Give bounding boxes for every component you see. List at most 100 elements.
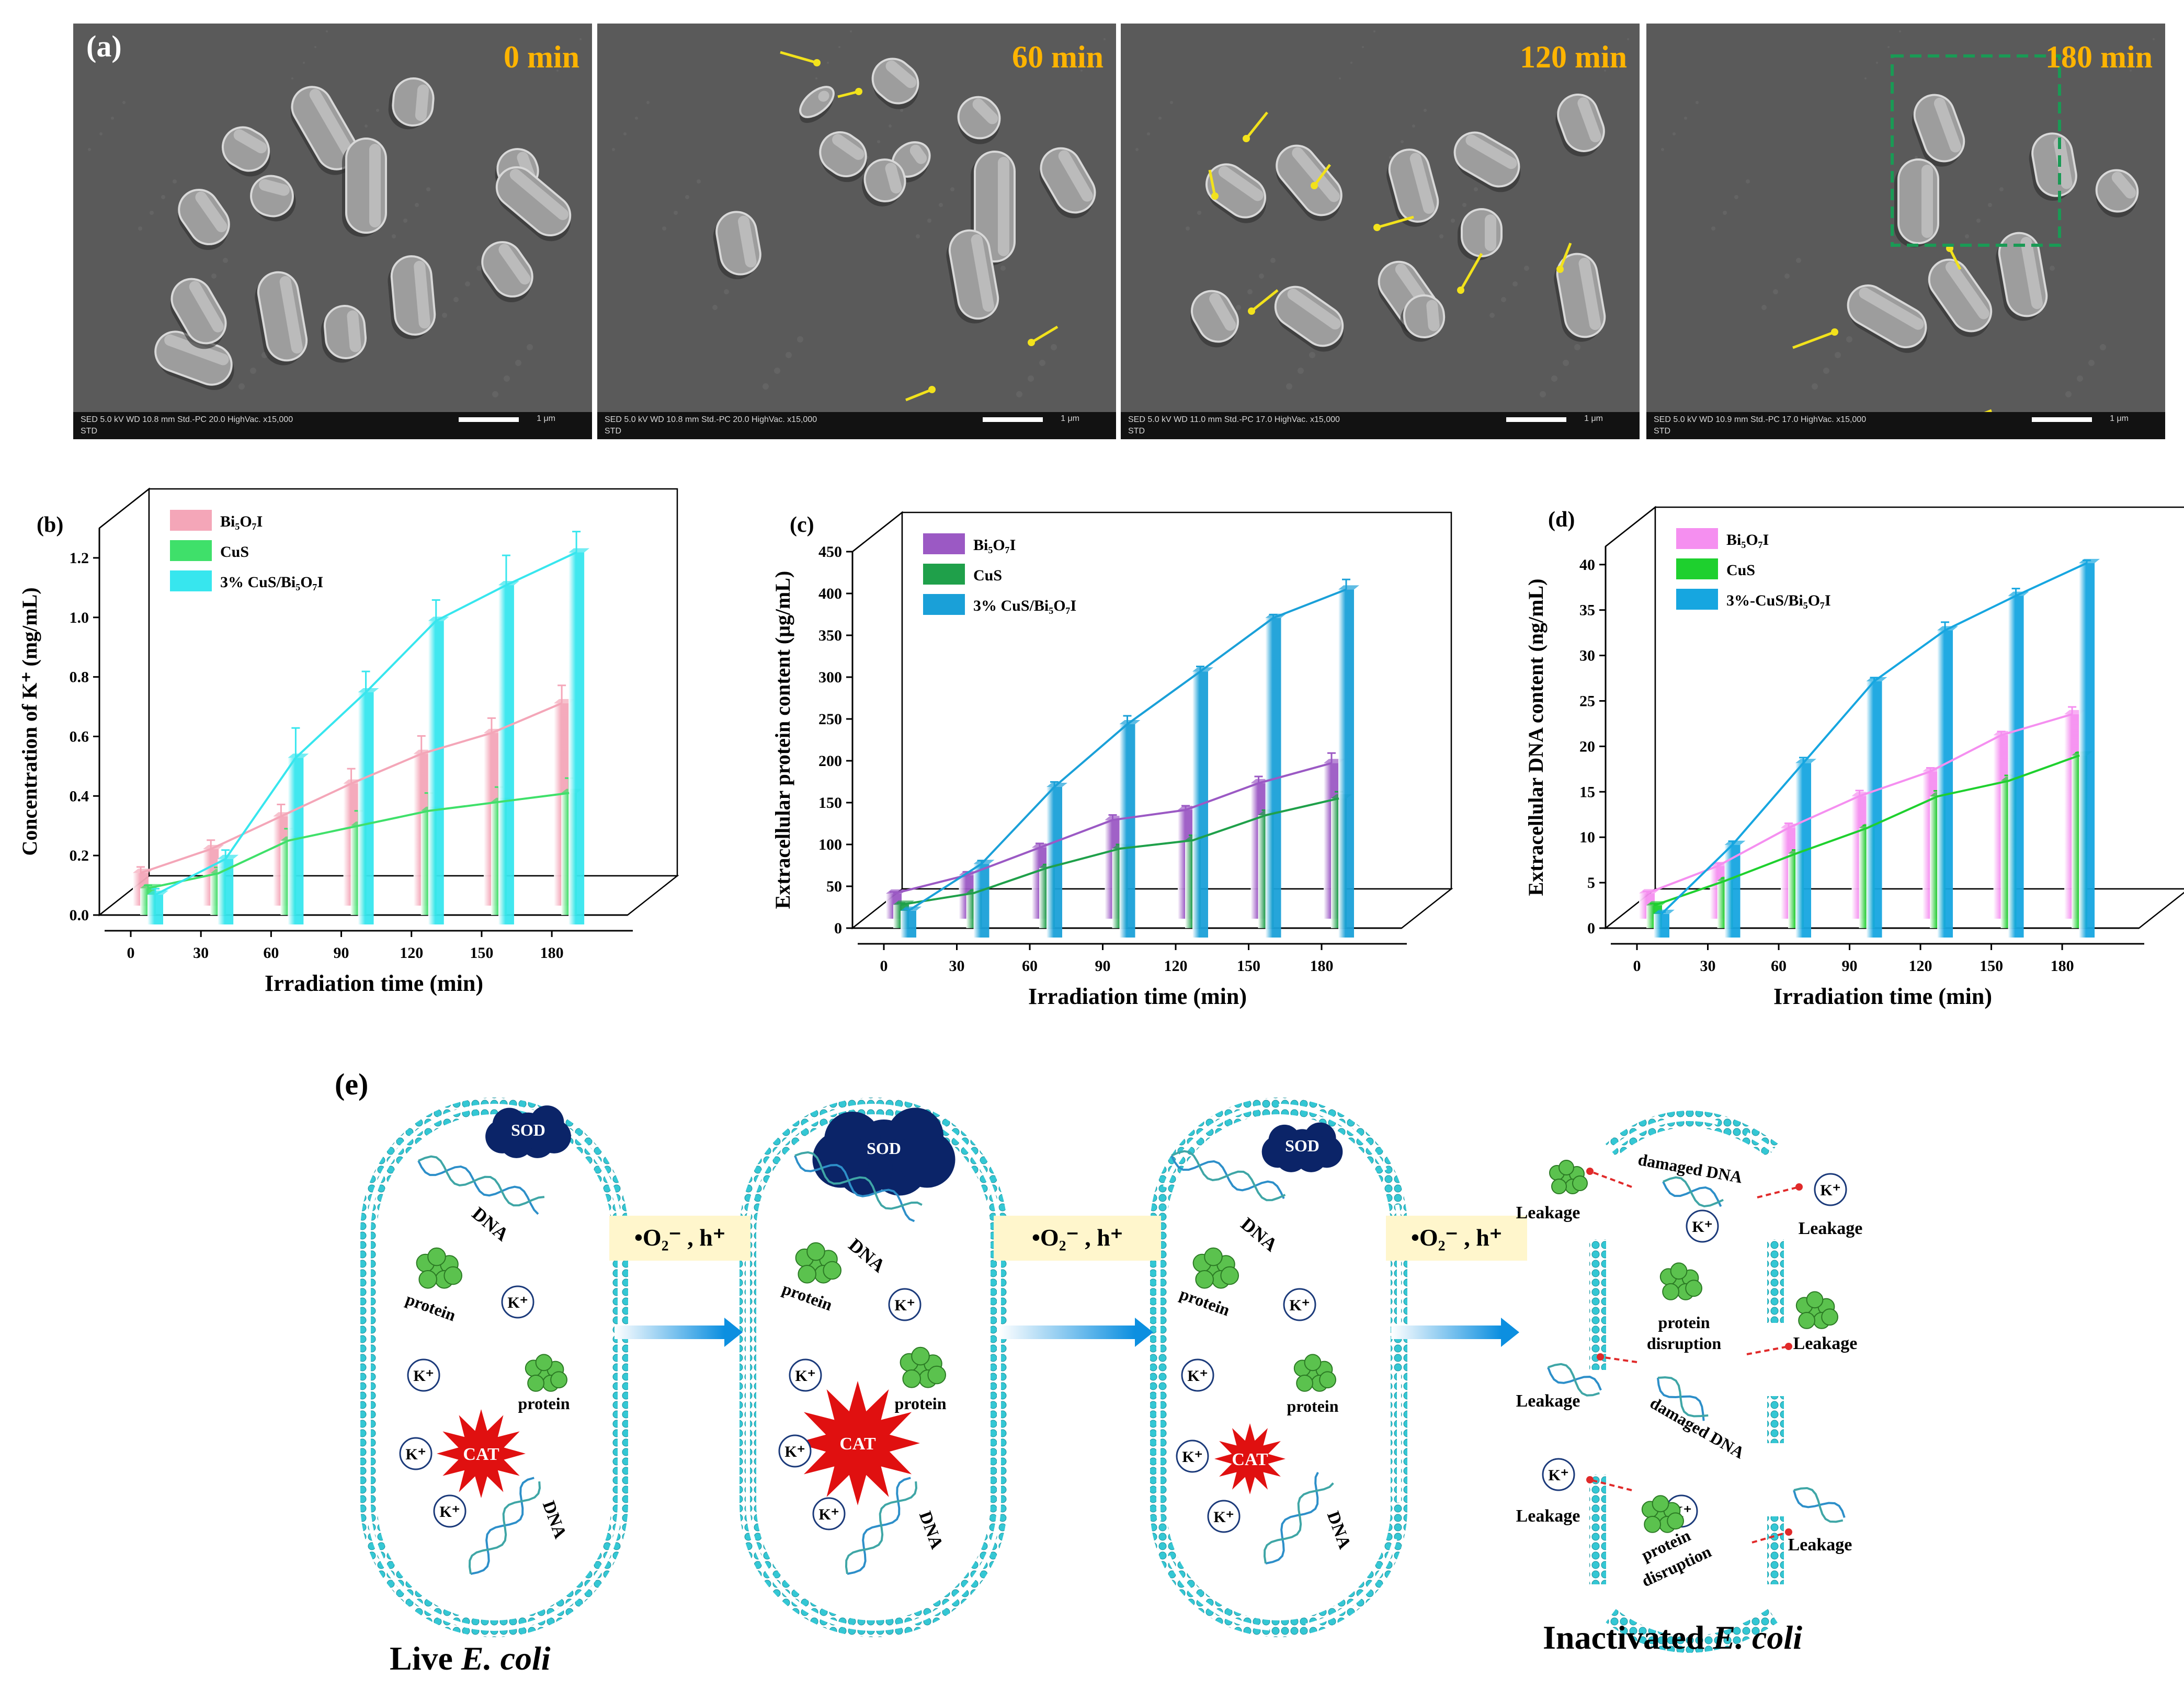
y-tick-label: 0 <box>1587 920 1595 937</box>
chart-floor <box>850 888 1453 929</box>
x-tick-label: 30 <box>193 944 209 962</box>
svg-text:K⁺: K⁺ <box>413 1367 434 1385</box>
svg-text:K⁺: K⁺ <box>1289 1297 1310 1314</box>
trend-line-2 <box>907 588 1347 912</box>
dna-helix <box>1657 1376 1709 1421</box>
damage-arrow <box>1559 243 1572 270</box>
bar-2-1 <box>218 859 234 924</box>
svg-text:K⁺: K⁺ <box>507 1294 528 1311</box>
k-ion: K⁺ <box>407 1358 440 1392</box>
svg-text:CAT: CAT <box>463 1445 499 1464</box>
x-tick-label: 180 <box>540 944 564 962</box>
sem-params: SED 5.0 kV WD 11.0 mm Std.-PC 17.0 HighV… <box>1128 415 1340 424</box>
dna-helix <box>1793 1487 1846 1523</box>
trend-line-2 <box>1660 562 2087 915</box>
bacterium-rod <box>1554 253 1606 342</box>
trend-line-1 <box>1654 754 2080 907</box>
bacterium-rod <box>321 305 367 363</box>
k-ion: K⁺ <box>778 1434 812 1468</box>
bacterium-rod <box>819 131 867 182</box>
chart-dna-leakage: 0 5 10 15 20 25 30 35 40 0 30 60 90 120 150 180 Irradiat… <box>1506 502 2184 1014</box>
legend-label: CuS <box>973 567 1002 584</box>
bacterium-rod <box>1894 158 1939 247</box>
legend-swatch <box>1676 558 1718 579</box>
sem-info-bar: SED 5.0 kV WD 10.8 mm Std.-PC 20.0 HighV… <box>73 412 592 439</box>
panel-label: (d) <box>1548 508 1575 532</box>
scale-text: 1 μm <box>537 414 555 423</box>
y-tick-label: 0 <box>834 920 842 937</box>
sem-mode: STD <box>1654 427 1670 436</box>
svg-text:Leakage: Leakage <box>1516 1203 1580 1222</box>
y-tick-label: 30 <box>1579 647 1595 665</box>
svg-text:K⁺: K⁺ <box>1213 1509 1234 1526</box>
sem-info-bar: SED 5.0 kV WD 10.8 mm Std.-PC 20.0 HighV… <box>597 412 1116 439</box>
y-tick-label: 300 <box>818 669 842 686</box>
legend-label: Bi₅O₇I <box>1726 531 1769 549</box>
bar-2-5 <box>2008 596 2024 938</box>
damage-arrow <box>1030 325 1059 344</box>
bacterium-rod <box>1190 290 1239 348</box>
x-tick-label: 150 <box>1237 957 1260 975</box>
bacterium-rod <box>861 158 906 207</box>
y-tick-label: 0.6 <box>70 728 89 745</box>
sem-time-label: 120 min <box>1519 40 1627 74</box>
protein-cluster <box>1659 1262 1703 1300</box>
x-tick-label: 60 <box>1022 957 1038 975</box>
bar-2-3 <box>358 692 374 924</box>
svg-text:protein: protein <box>518 1394 570 1413</box>
svg-text:DNA: DNA <box>1323 1509 1355 1551</box>
svg-text:K⁺: K⁺ <box>1692 1218 1712 1236</box>
sem-time-label: 0 min <box>503 40 579 74</box>
dna-helix <box>794 1151 923 1222</box>
svg-text:protein: protein <box>403 1289 459 1325</box>
x-tick-label: 150 <box>1980 957 2003 975</box>
svg-text:Leakage: Leakage <box>1799 1219 1863 1238</box>
svg-text:•O₂⁻ , h⁺: •O₂⁻ , h⁺ <box>634 1224 725 1251</box>
cell-membrane <box>1150 1098 1407 1637</box>
bacterium-rod <box>388 255 436 339</box>
y-tick-label: 15 <box>1579 783 1595 801</box>
y-axis-title: Extracellular DNA content (ng/mL) <box>1524 579 1548 896</box>
chart-floor <box>97 875 679 916</box>
sem-params: SED 5.0 kV WD 10.8 mm Std.-PC 20.0 HighV… <box>605 415 817 424</box>
svg-text:DNA: DNA <box>845 1234 889 1276</box>
sem-time-label: 180 min <box>2045 40 2153 74</box>
sem-image-1: 60 min SED 5.0 kV WD 10.8 mm Std.-PC 20.0… <box>597 24 1116 439</box>
damage-arrow <box>905 388 932 402</box>
sem-micrograph <box>73 24 592 439</box>
k-ion: K⁺ <box>1181 1358 1214 1392</box>
bacterium-rod <box>1847 284 1928 353</box>
bacterium-rod <box>1276 144 1343 221</box>
protein-cluster <box>1549 1160 1588 1194</box>
trend-line-2 <box>155 551 577 896</box>
trend-line-0 <box>893 762 1332 895</box>
bacterium-rod <box>221 126 270 177</box>
bacterium-rod <box>971 151 1016 266</box>
trend-line-1 <box>147 792 570 889</box>
sod-enzyme: SOD <box>1261 1122 1343 1172</box>
bacterium-rod <box>1928 258 1993 337</box>
y-tick-label: 200 <box>818 752 842 770</box>
damage-arrow <box>1377 215 1414 229</box>
x-tick-label: 30 <box>949 957 965 975</box>
damage-arrow <box>1792 330 1835 349</box>
scale-bar <box>459 417 519 422</box>
svg-text:Leakage: Leakage <box>1788 1535 1852 1555</box>
k-ion: K⁺ <box>501 1285 534 1319</box>
svg-text:K⁺: K⁺ <box>1187 1367 1208 1385</box>
bar-2-2 <box>1046 787 1062 938</box>
caption-inactivated-prefix: Inactivated <box>1543 1619 1713 1656</box>
legend-label: 3%-CuS/Bi₅O₇I <box>1726 592 1831 609</box>
legend-swatch <box>170 570 212 591</box>
sod-enzyme: SOD <box>485 1105 571 1158</box>
y-tick-label: 25 <box>1579 692 1595 710</box>
bacterium-rod <box>946 229 999 324</box>
fragmented-membrane <box>1589 1111 1784 1653</box>
dna-helix <box>468 1477 541 1575</box>
scale-text: 1 μm <box>1584 414 1603 423</box>
dna-helix <box>417 1155 545 1215</box>
svg-text:protein: protein <box>895 1394 947 1413</box>
svg-text:•O₂⁻ , h⁺: •O₂⁻ , h⁺ <box>1411 1224 1502 1251</box>
bacterium-rod <box>2029 132 2077 201</box>
bacterium-rod <box>495 166 572 242</box>
